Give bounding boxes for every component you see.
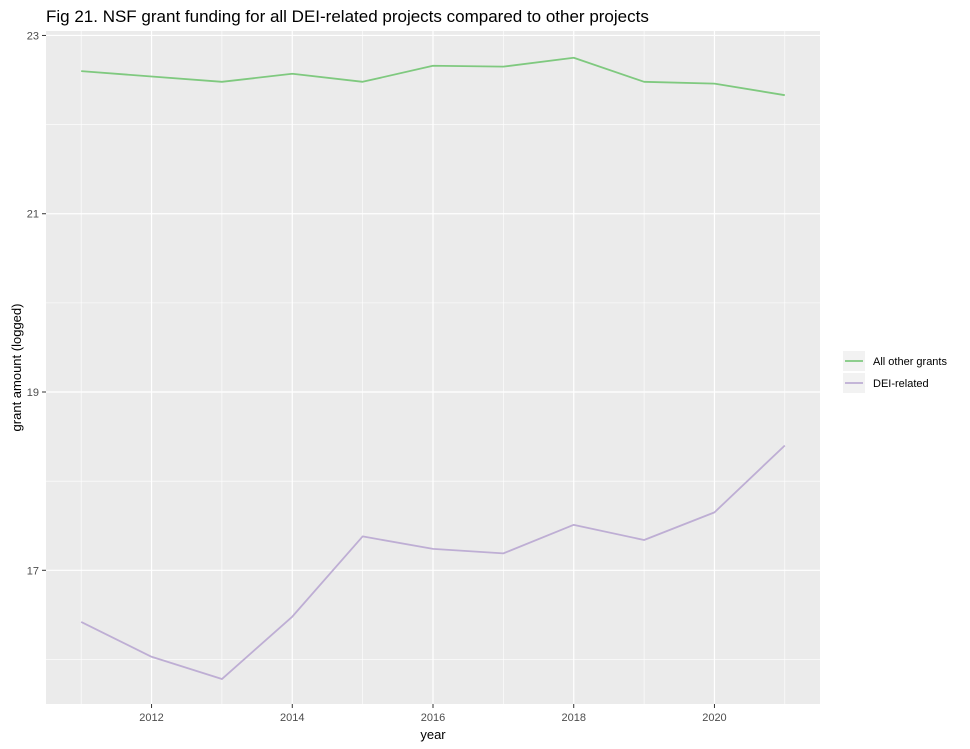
x-tick-label: 2016 [421, 712, 445, 724]
y-tick-label: 19 [27, 387, 39, 399]
major-gridlines [46, 31, 820, 704]
y-axis-title: grant amount (logged) [9, 304, 24, 432]
x-axis-title: year [420, 727, 446, 742]
y-tick-label: 21 [27, 209, 39, 221]
y-tick-label: 23 [27, 30, 39, 42]
legend: All other grants DEI-related [843, 351, 947, 393]
legend-label: All other grants [873, 356, 947, 368]
y-axis-ticks: 17 19 21 23 [27, 30, 46, 577]
x-tick-label: 2018 [561, 712, 585, 724]
x-tick-label: 2012 [139, 712, 163, 724]
series-line-dei-related [80, 444, 786, 680]
x-tick-label: 2020 [702, 712, 726, 724]
series-lines [80, 56, 786, 680]
chart-title: Fig 21. NSF grant funding for all DEI-re… [46, 7, 649, 26]
y-tick-label: 17 [27, 565, 39, 577]
legend-label: DEI-related [873, 378, 929, 390]
x-tick-label: 2014 [280, 712, 304, 724]
series-line-all-other-grants [81, 56, 785, 97]
x-axis-ticks: 2012 2014 2016 2018 2020 [139, 704, 727, 724]
